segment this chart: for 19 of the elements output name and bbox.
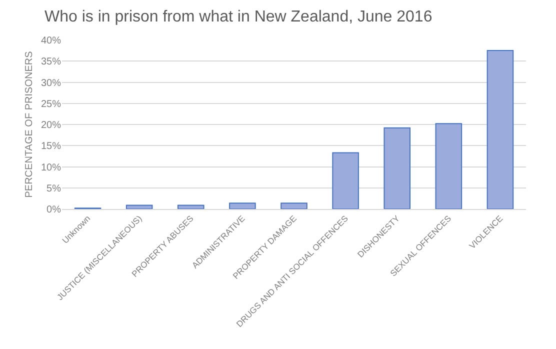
bar <box>229 202 256 209</box>
bar <box>486 50 514 209</box>
y-tick-label: 30% <box>40 78 62 89</box>
bar <box>435 123 462 209</box>
y-tick-label: 15% <box>40 141 62 152</box>
y-tick-label: 10% <box>40 162 62 174</box>
y-tick-label: 20% <box>40 120 62 131</box>
bar <box>280 202 308 209</box>
y-tick-label: 40% <box>40 36 62 46</box>
bar <box>178 204 204 209</box>
y-tick-label: 25% <box>40 98 62 110</box>
y-tick-label: 0% <box>46 204 62 216</box>
y-tick-label: 35% <box>40 56 62 68</box>
y-axis-title: PERCENTAGE OF PRISONERS <box>24 50 35 198</box>
y-tick-label: 5% <box>46 183 62 194</box>
chart-title: Who is in prison from what in New Zealand, June 2016 <box>44 8 432 26</box>
bar <box>126 204 153 209</box>
bar <box>332 152 359 209</box>
bar <box>384 127 410 209</box>
